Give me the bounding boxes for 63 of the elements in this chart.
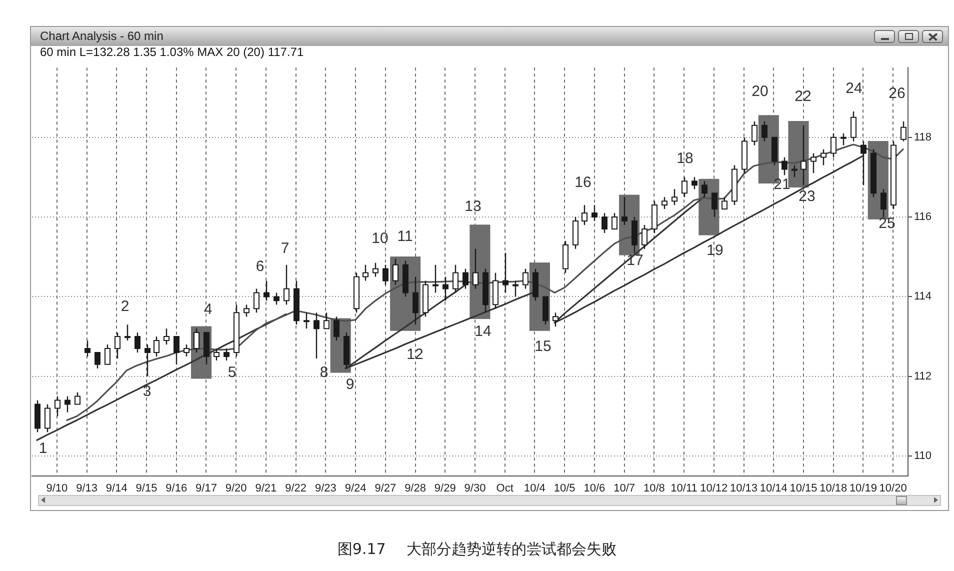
x-tick-label: 9/21 xyxy=(255,482,277,495)
x-tick-label: 9/28 xyxy=(404,482,426,495)
x-tick-label: 10/5 xyxy=(554,482,576,495)
annotation: 21 xyxy=(774,176,790,194)
x-tick-label: 10/13 xyxy=(730,482,758,495)
x-tick-label: 9/10 xyxy=(46,482,68,495)
x-tick-label: 9/17 xyxy=(196,482,217,495)
annotation: 17 xyxy=(626,252,644,270)
x-tick-label: 10/14 xyxy=(760,482,788,495)
x-tick-label: Oct xyxy=(496,482,514,495)
chart-subtitle: 60 min L=132.28 1.35 1.03% MAX 20 (20) 117.71 xyxy=(40,45,304,59)
y-tick-label: 118 xyxy=(914,131,932,144)
annotation: 9 xyxy=(346,376,354,394)
x-tick-label: 10/6 xyxy=(584,482,606,495)
annotation: 25 xyxy=(878,215,896,232)
x-tick-label: 10/18 xyxy=(820,482,848,495)
annotation: 10 xyxy=(372,230,388,248)
x-tick-label: 9/22 xyxy=(285,482,307,495)
annotation: 4 xyxy=(204,301,212,318)
annotation: 23 xyxy=(798,188,816,206)
annotation: 8 xyxy=(320,364,328,382)
x-tick-label: 9/29 xyxy=(434,482,456,495)
annotation: 7 xyxy=(280,240,290,258)
y-tick-label: 110 xyxy=(914,450,932,462)
annotation: 13 xyxy=(464,198,482,216)
annotation: 1 xyxy=(38,440,48,458)
x-tick-label: 9/13 xyxy=(76,482,98,495)
annotation: 5 xyxy=(228,364,236,382)
x-tick-label: 10/8 xyxy=(643,482,665,495)
annotation: 18 xyxy=(676,150,694,168)
annotation: 26 xyxy=(888,85,906,102)
annotation: 16 xyxy=(574,174,592,192)
annotation: 20 xyxy=(752,83,768,100)
annotation: 14 xyxy=(474,323,492,340)
annotation: 24 xyxy=(846,80,862,98)
caption: 图9.17 大部分趋势逆转的尝试都会失败 xyxy=(336,539,618,559)
annotation: 22 xyxy=(794,88,812,106)
x-tick-label: 10/15 xyxy=(790,482,818,495)
annotation: 15 xyxy=(534,338,552,356)
annotation: 6 xyxy=(256,258,264,276)
chart-title: Chart Analysis - 60 min xyxy=(40,29,164,44)
x-tick-label: 9/30 xyxy=(464,482,486,495)
y-tick-label: 116 xyxy=(914,211,932,224)
x-tick-label: 9/14 xyxy=(106,482,128,495)
annotation: 19 xyxy=(706,242,724,260)
x-tick-label: 9/16 xyxy=(166,482,188,495)
x-tick-label: 9/20 xyxy=(225,482,247,495)
x-tick-label: 9/23 xyxy=(314,482,336,495)
y-tick-label: 112 xyxy=(914,370,932,382)
x-tick-label: 10/7 xyxy=(614,482,636,495)
x-tick-label: 9/27 xyxy=(374,482,396,495)
annotation: 2 xyxy=(120,298,130,316)
x-tick-label: 10/12 xyxy=(700,482,728,495)
x-tick-label: 10/20 xyxy=(879,482,907,495)
x-tick-label: 10/4 xyxy=(524,482,546,495)
x-tick-label: 10/19 xyxy=(849,482,877,495)
annotation: 12 xyxy=(406,346,424,364)
x-tick-label: 9/24 xyxy=(344,482,366,495)
y-tick-label: 114 xyxy=(914,290,932,303)
annotation: 3 xyxy=(142,383,152,400)
x-tick-label: 9/15 xyxy=(136,482,158,495)
annotation: 11 xyxy=(397,228,413,246)
x-tick-label: 10/11 xyxy=(670,482,698,495)
